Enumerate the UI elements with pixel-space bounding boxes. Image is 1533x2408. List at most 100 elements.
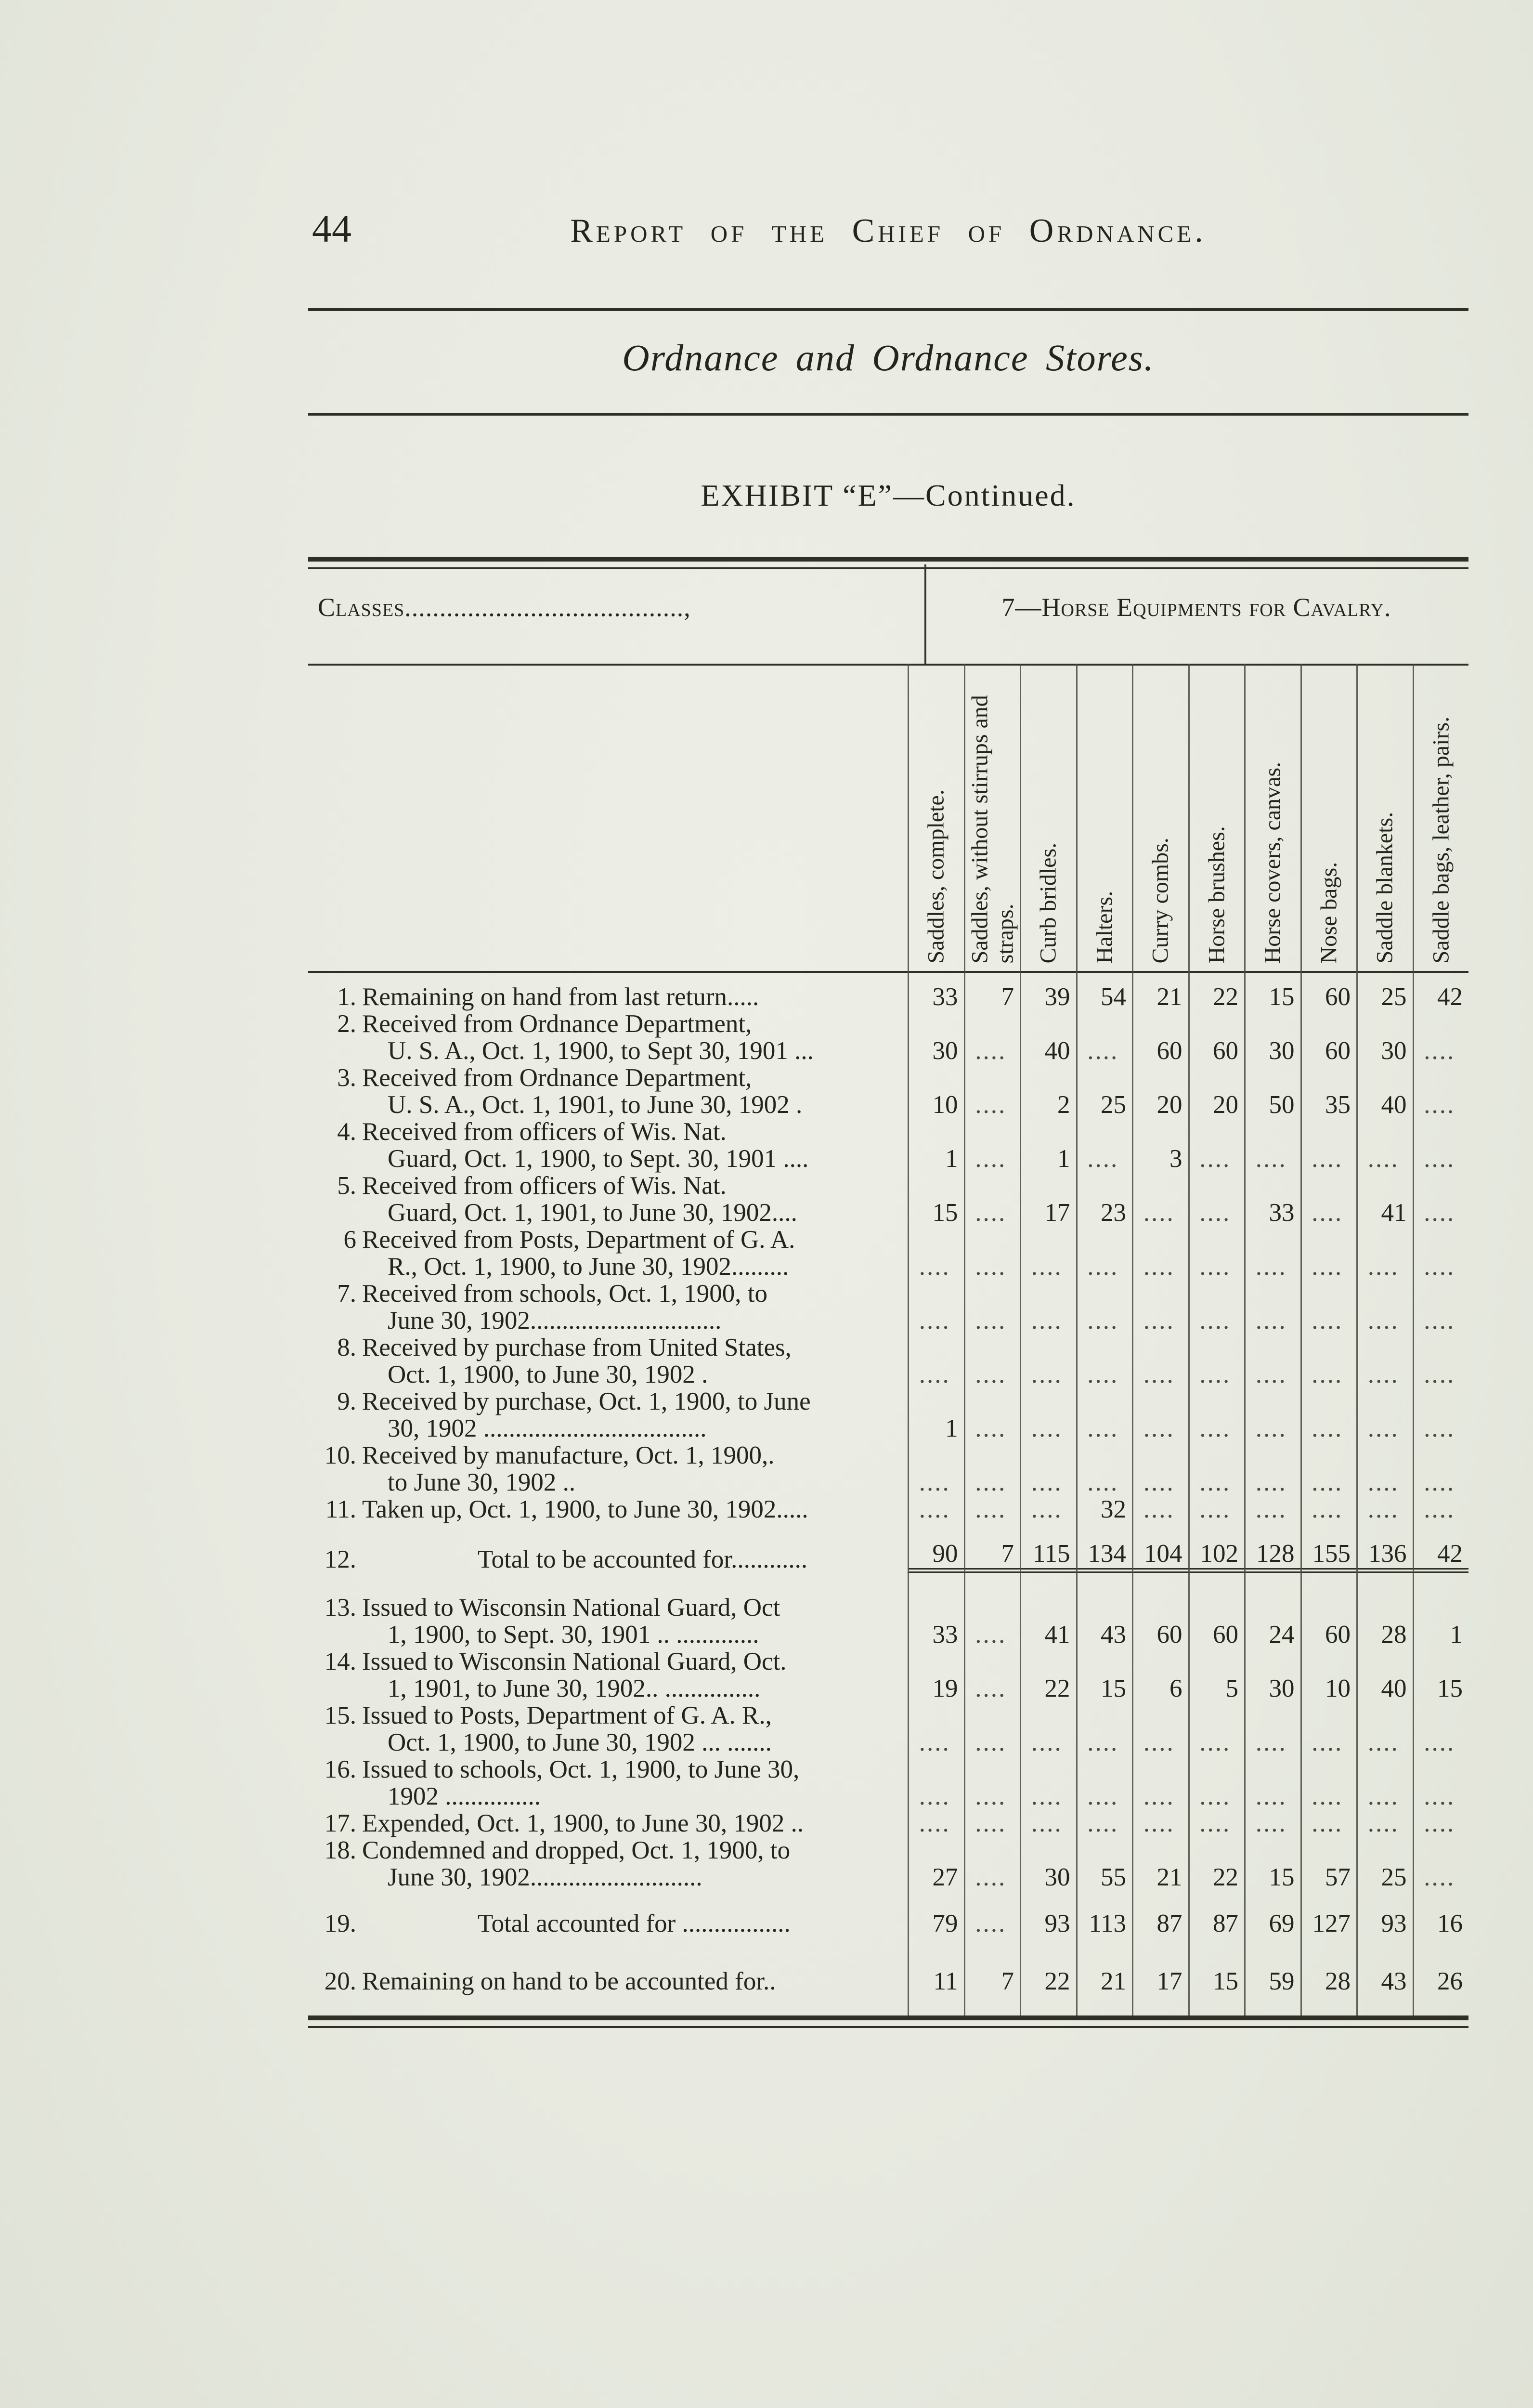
value-cell: .... <box>1031 1253 1063 1281</box>
value-cell: 27 <box>932 1863 958 1891</box>
row-label: 6 Received from Posts, Department of G. A… <box>308 1226 908 1280</box>
value-cell: 43 <box>1381 1967 1407 1995</box>
row-number: 19. <box>324 1910 356 1937</box>
value-cell: .... <box>1424 1253 1455 1281</box>
row-label-line: 30, 1902 ...............................… <box>388 1415 908 1442</box>
value-cell: 93 <box>1044 1910 1070 1937</box>
value-cell: 60 <box>1156 1037 1182 1065</box>
table-body: 1. Remaining on hand from last return....… <box>308 983 1468 1995</box>
table-row: 13. Issued to Wisconsin National Guard, O… <box>308 1594 1468 1648</box>
table-row: 4. Received from officers of Wis. Nat. Gua… <box>308 1118 1468 1172</box>
row-label-text: Received from schools, Oct. 1, 1900, to <box>362 1280 767 1308</box>
value-cell: 134 <box>1076 1540 1132 1573</box>
value-cell: .... <box>1199 1809 1231 1837</box>
row-number: 1. <box>337 983 356 1011</box>
value-cell: .... <box>919 1307 950 1335</box>
row-label: 11. Taken up, Oct. 1, 1900, to June 30, 1… <box>308 1496 908 1523</box>
value-cell: .... <box>1031 1495 1063 1523</box>
row-label: 2. Received from Ordnance Department, U. S… <box>308 1010 908 1064</box>
value-cell: .... <box>1143 1809 1175 1837</box>
value-cell: 40 <box>1381 1091 1407 1119</box>
value-cell: 33 <box>932 1621 958 1649</box>
double-rule-bottom-thick <box>308 2015 1468 2020</box>
value-cell: 25 <box>1381 1863 1407 1891</box>
value-cell: .... <box>1312 1728 1343 1756</box>
value-cell: .... <box>1087 1361 1119 1388</box>
table-row: 18. Condemned and dropped, Oct. 1, 1900, … <box>308 1837 1468 1891</box>
section-title: Ordnance and Ordnance Stores. <box>622 337 1155 379</box>
column-header-label: Curb bridles. <box>1035 842 1061 964</box>
column-header-label: Curry combs. <box>1147 838 1173 964</box>
row-label-line: 19. Total accounted for ................. <box>308 1910 908 1937</box>
row-label-line: 17. Expended, Oct. 1, 1900, to June 30, 1… <box>308 1810 908 1837</box>
row-label-text: U. S. A., Oct. 1, 1901, to June 30, 1902… <box>388 1091 803 1119</box>
double-rule-top-thin <box>308 567 1468 569</box>
value-cell: .... <box>1424 1307 1455 1335</box>
row-label: 3. Received from Ordnance Department, U. S… <box>308 1064 908 1118</box>
value-cell: 42 <box>1412 1540 1468 1573</box>
row-number: 10. <box>324 1441 356 1469</box>
value-cell: .... <box>1255 1253 1287 1281</box>
column-divider <box>1412 664 1414 2015</box>
column-divider <box>1188 664 1190 2015</box>
row-label-text: Expended, Oct. 1, 1900, to June 30, 1902… <box>362 1809 804 1837</box>
row-label: 8. Received by purchase from United State… <box>308 1334 908 1388</box>
row-label-text: Received from Ordnance Department, <box>362 1010 752 1038</box>
row-label-text: Received by purchase, Oct. 1, 1900, to J… <box>362 1387 811 1415</box>
row-label-text: Remaining on hand to be accounted for.. <box>362 1967 776 1995</box>
row-label-line: 15. Issued to Posts, Department of G. A. … <box>308 1702 908 1729</box>
value-cell: 55 <box>1101 1863 1126 1891</box>
column-header-text: Horse brushes. <box>1188 667 1245 969</box>
value-cell: 30 <box>1269 1675 1295 1702</box>
row-label-text: Total accounted for ................. <box>478 1910 791 1937</box>
value-cell: 22 <box>1044 1675 1070 1702</box>
row-number: 6 <box>343 1226 357 1254</box>
page-number: 44 <box>312 207 351 250</box>
row-label: 13. Issued to Wisconsin National Guard, O… <box>308 1594 908 1648</box>
value-cell: 33 <box>932 983 958 1011</box>
column-header: Horse brushes. <box>1188 667 1245 969</box>
row-label-line: 20. Remaining on hand to be accounted for… <box>308 1968 908 1995</box>
value-cell: .... <box>1367 1414 1399 1442</box>
value-cell: 19 <box>932 1675 958 1702</box>
value-cell: .... <box>1199 1414 1231 1442</box>
row-label: 12. Total to be accounted for............ <box>308 1546 908 1573</box>
value-cell: 15 <box>1269 983 1295 1011</box>
row-label-text: U. S. A., Oct. 1, 1900, to Sept 30, 1901… <box>388 1037 814 1065</box>
value-cell: 79 <box>932 1910 958 1937</box>
value-cell: 28 <box>1325 1967 1351 1995</box>
column-divider <box>908 664 909 2015</box>
value-cell: .... <box>1087 1468 1119 1496</box>
value-cell: .... <box>975 1782 1007 1810</box>
row-label-line: 10. Received by manufacture, Oct. 1, 1900… <box>308 1442 908 1469</box>
row-label-text: Total to be accounted for............ <box>478 1545 808 1573</box>
value-cell: .... <box>1424 1863 1455 1891</box>
value-cell: .... <box>1143 1307 1175 1335</box>
row-number: 2. <box>337 1010 356 1038</box>
value-cell: .... <box>1031 1414 1063 1442</box>
value-cell: .... <box>1143 1782 1175 1810</box>
column-header-label: Saddle bags, leather, pairs. <box>1428 716 1454 964</box>
row-number: 13. <box>324 1594 356 1622</box>
value-cell: 102 <box>1188 1540 1244 1573</box>
row-label-line: 12. Total to be accounted for............ <box>308 1546 908 1573</box>
row-label-line: 7. Received from schools, Oct. 1, 1900, t… <box>308 1280 908 1307</box>
table-row: 8. Received by purchase from United State… <box>308 1334 1468 1388</box>
value-cell: 16 <box>1437 1910 1463 1937</box>
table-row: 16. Issued to schools, Oct. 1, 1900, to J… <box>308 1756 1468 1810</box>
value-cell: .... <box>1143 1253 1175 1281</box>
column-header-text: Saddle bags, leather, pairs. <box>1413 667 1469 969</box>
value-cell: .... <box>1031 1361 1063 1388</box>
column-divider <box>1300 664 1302 2015</box>
value-cell: .... <box>1087 1307 1119 1335</box>
column-header-text: Saddle blankets. <box>1357 667 1413 969</box>
value-cell: 54 <box>1101 983 1126 1011</box>
value-cell: 41 <box>1381 1199 1407 1227</box>
group-header: 7—Horse Equipments for Cavalry. <box>1001 593 1391 622</box>
value-cell: 7 <box>963 1540 1020 1573</box>
value-cell: .... <box>1424 1728 1455 1756</box>
row-label: 16. Issued to schools, Oct. 1, 1900, to J… <box>308 1756 908 1810</box>
value-cell: 33 <box>1269 1199 1295 1227</box>
double-rule-bottom-thin <box>308 2026 1468 2028</box>
row-label-text: Guard, Oct. 1, 1900, to Sept. 30, 1901 .… <box>388 1145 809 1173</box>
